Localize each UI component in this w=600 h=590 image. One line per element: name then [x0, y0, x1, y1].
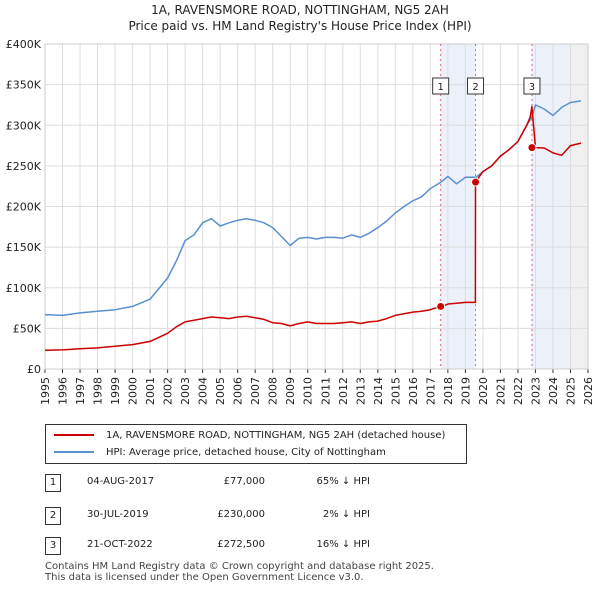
- sale-label: 1: [438, 82, 444, 93]
- x-tick-label: 2007: [249, 377, 262, 405]
- legend-label-property: 1A, RAVENSMORE ROAD, NOTTINGHAM, NG5 2AH…: [106, 429, 446, 441]
- y-tick-label: £150K: [6, 241, 42, 254]
- sale-label-box: [467, 77, 485, 95]
- x-tick-label: 2009: [284, 377, 297, 405]
- table-row: 3 21-OCT-2022 £272,500 16% ↓ HPI: [45, 537, 545, 557]
- x-tick-label: 2014: [372, 377, 385, 405]
- y-tick-label: £200K: [6, 201, 42, 214]
- x-tick-label: 1996: [57, 377, 70, 405]
- y-tick-label: £350K: [6, 79, 42, 92]
- x-tick-label: 2003: [179, 377, 192, 405]
- footer-line-copyright: Contains HM Land Registry data © Crown c…: [45, 561, 434, 572]
- legend-label-hpi: HPI: Average price, detached house, City…: [106, 446, 386, 458]
- x-tick-label: 2020: [477, 377, 490, 405]
- plot-frame: [44, 43, 589, 370]
- x-tick-label: 2023: [529, 377, 542, 405]
- transaction-number-badge: 3: [45, 537, 61, 555]
- legend-swatch-property: [54, 434, 94, 436]
- x-tick-label: 2016: [407, 377, 420, 405]
- x-tick-label: 2015: [389, 377, 402, 405]
- chart-legend: 1A, RAVENSMORE ROAD, NOTTINGHAM, NG5 2AH…: [45, 424, 467, 464]
- x-tick-label: 2018: [442, 377, 455, 405]
- x-tick-label: 2013: [354, 377, 367, 405]
- x-tick-label: 2019: [459, 377, 472, 405]
- x-tick-label: 2022: [512, 377, 525, 405]
- x-tick-label: 2012: [337, 377, 350, 405]
- y-tick-label: £100K: [6, 282, 42, 295]
- x-tick-label: 2010: [302, 377, 315, 405]
- x-tick-label: 1995: [39, 377, 52, 405]
- x-tick-label: 2006: [232, 377, 245, 405]
- transaction-price: £77,000: [223, 476, 265, 487]
- x-tick-label: 2025: [564, 377, 577, 405]
- transaction-price: £272,500: [217, 539, 265, 550]
- transaction-number-badge: 2: [45, 507, 61, 525]
- chart-title: 1A, RAVENSMORE ROAD, NOTTINGHAM, NG5 2AH: [151, 3, 449, 17]
- x-tick-label: 2001: [144, 377, 157, 405]
- chart-subtitle: Price paid vs. HM Land Registry's House …: [128, 19, 471, 33]
- footer-attribution: Contains HM Land Registry data © Crown c…: [45, 561, 434, 583]
- sale-label: 2: [472, 82, 478, 93]
- sale-label-box: [523, 77, 541, 95]
- sale-label: 3: [529, 82, 535, 93]
- transaction-price: £230,000: [217, 509, 265, 520]
- legend-swatch-hpi: [54, 451, 94, 453]
- y-tick-label: £400K: [6, 38, 42, 51]
- y-tick-label: £300K: [6, 119, 42, 132]
- transaction-hpi-diff: 2% ↓ HPI: [322, 509, 370, 520]
- transaction-date: 30-JUL-2019: [87, 509, 149, 520]
- price-chart: 1A, RAVENSMORE ROAD, NOTTINGHAM, NG5 2AH…: [6, 3, 595, 405]
- table-row: 1 04-AUG-2017 £77,000 65% ↓ HPI: [45, 474, 545, 494]
- x-tick-label: 2004: [197, 377, 210, 405]
- legend-item-hpi: HPI: Average price, detached house, City…: [54, 444, 386, 460]
- x-tick-label: 1997: [74, 377, 87, 405]
- transaction-hpi-diff: 65% ↓ HPI: [316, 476, 370, 487]
- y-tick-label: £250K: [6, 160, 42, 173]
- x-tick-label: 2005: [214, 377, 227, 405]
- x-tick-label: 2000: [127, 377, 140, 405]
- x-tick-label: 2021: [494, 377, 507, 405]
- sale-point: [471, 177, 481, 187]
- x-tick-label: 2026: [582, 377, 595, 405]
- transaction-date: 04-AUG-2017: [87, 476, 155, 487]
- series-line-property: [44, 105, 582, 352]
- x-tick-label: 1999: [109, 377, 122, 405]
- x-tick-label: 2024: [547, 377, 560, 405]
- sale-point: [527, 143, 537, 153]
- footer-line-licence: This data is licensed under the Open Gov…: [45, 572, 364, 583]
- table-row: 2 30-JUL-2019 £230,000 2% ↓ HPI: [45, 507, 545, 527]
- legend-item-property: 1A, RAVENSMORE ROAD, NOTTINGHAM, NG5 2AH…: [54, 427, 445, 443]
- x-tick-label: 2011: [319, 377, 332, 405]
- transaction-number-badge: 1: [45, 474, 61, 492]
- y-tick-label: £0: [27, 363, 41, 376]
- x-tick-label: 2008: [267, 377, 280, 405]
- transaction-date: 21-OCT-2022: [87, 539, 153, 550]
- transaction-hpi-diff: 16% ↓ HPI: [316, 539, 370, 550]
- sale-point: [436, 301, 446, 311]
- y-tick-label: £50K: [13, 322, 42, 335]
- sale-label-box: [432, 77, 450, 95]
- x-tick-label: 2002: [162, 377, 175, 405]
- x-tick-label: 2017: [424, 377, 437, 405]
- x-tick-label: 1998: [92, 377, 105, 405]
